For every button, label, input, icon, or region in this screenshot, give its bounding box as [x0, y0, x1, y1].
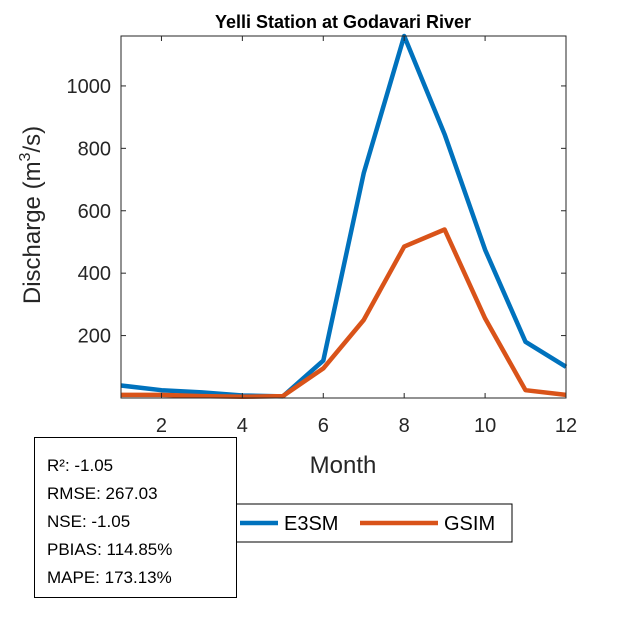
legend: E3SM GSIM	[231, 503, 513, 543]
x-tick-label: 6	[318, 415, 329, 437]
stat-mape: MAPE: 173.13%	[47, 568, 172, 587]
legend-label-gsim: GSIM	[444, 513, 495, 535]
x-axis-label: Month	[310, 452, 377, 479]
x-tick-label: 4	[237, 415, 248, 437]
y-tick-label: 200	[78, 326, 111, 348]
x-tick-label: 12	[555, 415, 577, 437]
series-line-e3sm	[120, 33, 568, 399]
legend-label-e3sm: E3SM	[284, 513, 338, 535]
ticks-layer: 2 4 6 8 10 12 200 400 600 800 1000	[67, 36, 577, 437]
y-tick-label: 1000	[67, 76, 112, 98]
stat-pbias: PBIAS: 114.85%	[47, 540, 173, 559]
stat-r2: R²: -1.05	[47, 456, 114, 475]
axes-layer	[120, 35, 567, 399]
x-tick-label: 2	[156, 415, 167, 437]
stat-nse: NSE: -1.05	[47, 512, 131, 531]
stats-box: R²: -1.05 RMSE: 267.03 NSE: -1.05 PBIAS:…	[34, 437, 237, 598]
chart-title: Yelli Station at Godavari River	[215, 12, 471, 32]
stat-rmse: RMSE: 267.03	[47, 484, 158, 503]
x-tick-label: 10	[474, 415, 496, 437]
axes-box	[120, 35, 567, 399]
y-axis-label-sup: 3	[17, 152, 34, 161]
y-axis-label: Discharge (m3/s)	[17, 126, 46, 304]
y-tick-label: 800	[78, 138, 111, 160]
y-axis-label-tail: /s)	[19, 126, 46, 153]
series-line-gsim	[121, 227, 567, 400]
series-layer	[120, 33, 568, 400]
y-axis-label-main: Discharge (m	[19, 161, 46, 304]
x-tick-label: 8	[399, 415, 410, 437]
y-tick-label: 400	[78, 263, 111, 285]
y-tick-label: 600	[78, 201, 111, 223]
